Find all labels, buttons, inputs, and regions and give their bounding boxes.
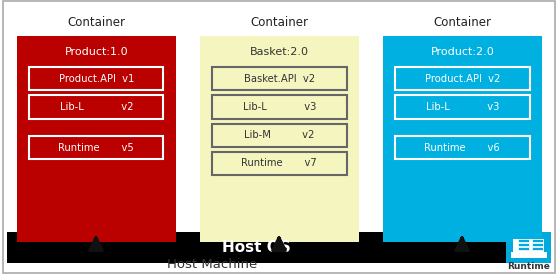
- FancyBboxPatch shape: [395, 67, 530, 90]
- Text: Runtime       v6: Runtime v6: [425, 142, 500, 153]
- FancyBboxPatch shape: [29, 136, 163, 159]
- FancyBboxPatch shape: [517, 247, 529, 250]
- FancyBboxPatch shape: [212, 152, 347, 175]
- Text: Docker
Runtime: Docker Runtime: [508, 251, 550, 271]
- FancyBboxPatch shape: [7, 232, 506, 263]
- Text: Product.API  v1: Product.API v1: [59, 74, 134, 84]
- Text: Product.API  v2: Product.API v2: [425, 74, 500, 84]
- FancyBboxPatch shape: [513, 238, 545, 252]
- FancyBboxPatch shape: [212, 124, 347, 147]
- Text: Product:1.0: Product:1.0: [64, 47, 128, 57]
- FancyBboxPatch shape: [532, 247, 543, 250]
- Text: ▬▬▬: ▬▬▬: [519, 241, 538, 247]
- Text: Container: Container: [434, 16, 491, 29]
- Text: ▬▬▬: ▬▬▬: [519, 246, 538, 252]
- Text: Runtime       v5: Runtime v5: [59, 142, 134, 153]
- Text: Lib-L            v3: Lib-L v3: [243, 102, 316, 112]
- Text: Lib-L            v3: Lib-L v3: [426, 102, 499, 112]
- Text: Host OS: Host OS: [222, 240, 291, 255]
- FancyBboxPatch shape: [212, 95, 347, 119]
- Text: Product:2.0: Product:2.0: [430, 47, 494, 57]
- FancyBboxPatch shape: [532, 243, 543, 246]
- FancyBboxPatch shape: [532, 239, 543, 242]
- FancyBboxPatch shape: [395, 136, 530, 159]
- Text: Container: Container: [251, 16, 308, 29]
- Text: Runtime       v7: Runtime v7: [242, 158, 317, 169]
- FancyBboxPatch shape: [517, 243, 529, 246]
- FancyBboxPatch shape: [200, 36, 359, 242]
- Text: Container: Container: [68, 16, 125, 29]
- Text: Basket.API  v2: Basket.API v2: [244, 74, 315, 84]
- FancyBboxPatch shape: [506, 232, 551, 263]
- Text: Basket:2.0: Basket:2.0: [250, 47, 309, 57]
- FancyBboxPatch shape: [29, 67, 163, 90]
- Text: Lib-L            v2: Lib-L v2: [60, 102, 133, 112]
- Text: Host Machine: Host Machine: [167, 258, 257, 271]
- FancyBboxPatch shape: [511, 252, 547, 258]
- FancyBboxPatch shape: [395, 95, 530, 119]
- FancyBboxPatch shape: [517, 239, 529, 242]
- FancyBboxPatch shape: [17, 36, 176, 242]
- FancyBboxPatch shape: [3, 1, 555, 273]
- FancyBboxPatch shape: [212, 67, 347, 90]
- FancyBboxPatch shape: [383, 36, 542, 242]
- FancyBboxPatch shape: [29, 95, 163, 119]
- Text: Lib-M          v2: Lib-M v2: [244, 130, 315, 140]
